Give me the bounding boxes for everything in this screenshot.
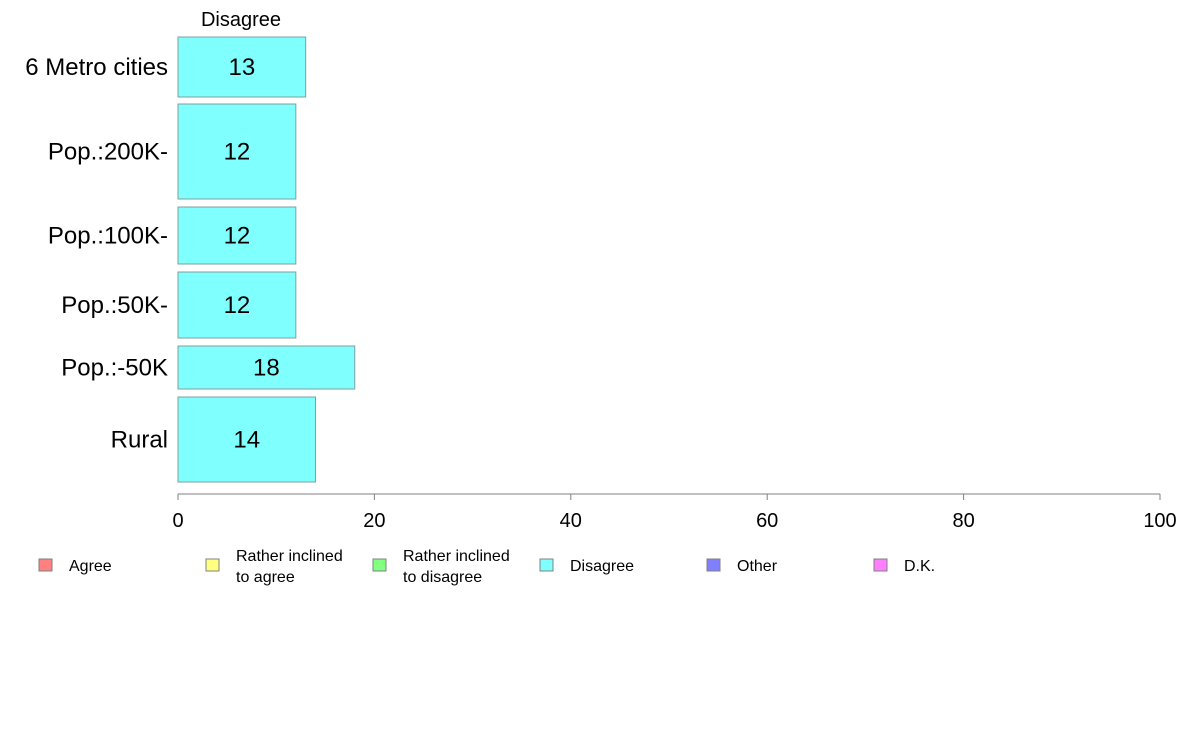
category-label: Rural xyxy=(111,427,168,454)
value-label: 12 xyxy=(224,139,251,166)
legend-label: Agree xyxy=(69,558,112,575)
value-label: 18 xyxy=(253,355,280,382)
legend-swatch xyxy=(372,558,387,572)
x-tick-label: 40 xyxy=(560,510,582,532)
legend-label: to disagree xyxy=(403,569,482,586)
category-label: Pop.:-50K xyxy=(61,355,168,382)
legend-label: to agree xyxy=(236,569,295,586)
legend-swatch xyxy=(706,558,721,572)
series-title: Disagree xyxy=(201,9,281,31)
bar-1 xyxy=(177,103,297,200)
legend-swatch xyxy=(205,558,220,572)
legend-label: Rather inclined xyxy=(403,548,510,565)
x-tick-label: 100 xyxy=(1143,510,1176,532)
bar-3 xyxy=(177,271,297,339)
legend-label: Other xyxy=(737,558,778,575)
value-label: 12 xyxy=(224,292,251,319)
bar-5 xyxy=(177,396,316,483)
legend-swatch xyxy=(539,558,554,572)
legend-label: Rather inclined xyxy=(236,548,343,565)
category-label: Pop.:50K- xyxy=(61,292,168,319)
value-label: 14 xyxy=(233,427,260,454)
x-tick-label: 20 xyxy=(363,510,385,532)
x-tick-label: 80 xyxy=(952,510,974,532)
category-label: Pop.:200K- xyxy=(48,139,168,166)
category-label: 6 Metro cities xyxy=(25,54,168,81)
legend-label: D.K. xyxy=(904,558,935,575)
value-label: 12 xyxy=(224,223,251,250)
x-axis: 0 20 40 60 80 100 xyxy=(172,493,1177,532)
bars-group: 6 Metro cities 13 Pop.:200K- 12 Pop.:100K- 12… xyxy=(25,36,356,483)
bar-0 xyxy=(177,36,307,98)
x-tick-label: 60 xyxy=(756,510,778,532)
value-label: 13 xyxy=(228,54,255,81)
legend-swatch xyxy=(873,558,888,572)
x-tick-label: 0 xyxy=(172,510,183,532)
legend-swatch xyxy=(38,558,53,572)
legend-label: Disagree xyxy=(570,558,634,575)
legend: Agree Rather inclined to agree Rather incli… xyxy=(38,548,935,586)
category-label: Pop.:100K- xyxy=(48,223,168,250)
bar-2 xyxy=(177,206,297,265)
bar-4 xyxy=(177,345,356,390)
